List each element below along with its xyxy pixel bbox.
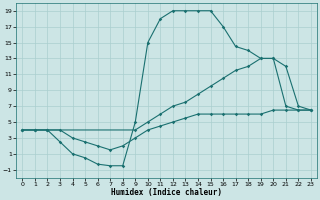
- X-axis label: Humidex (Indice chaleur): Humidex (Indice chaleur): [111, 188, 222, 197]
